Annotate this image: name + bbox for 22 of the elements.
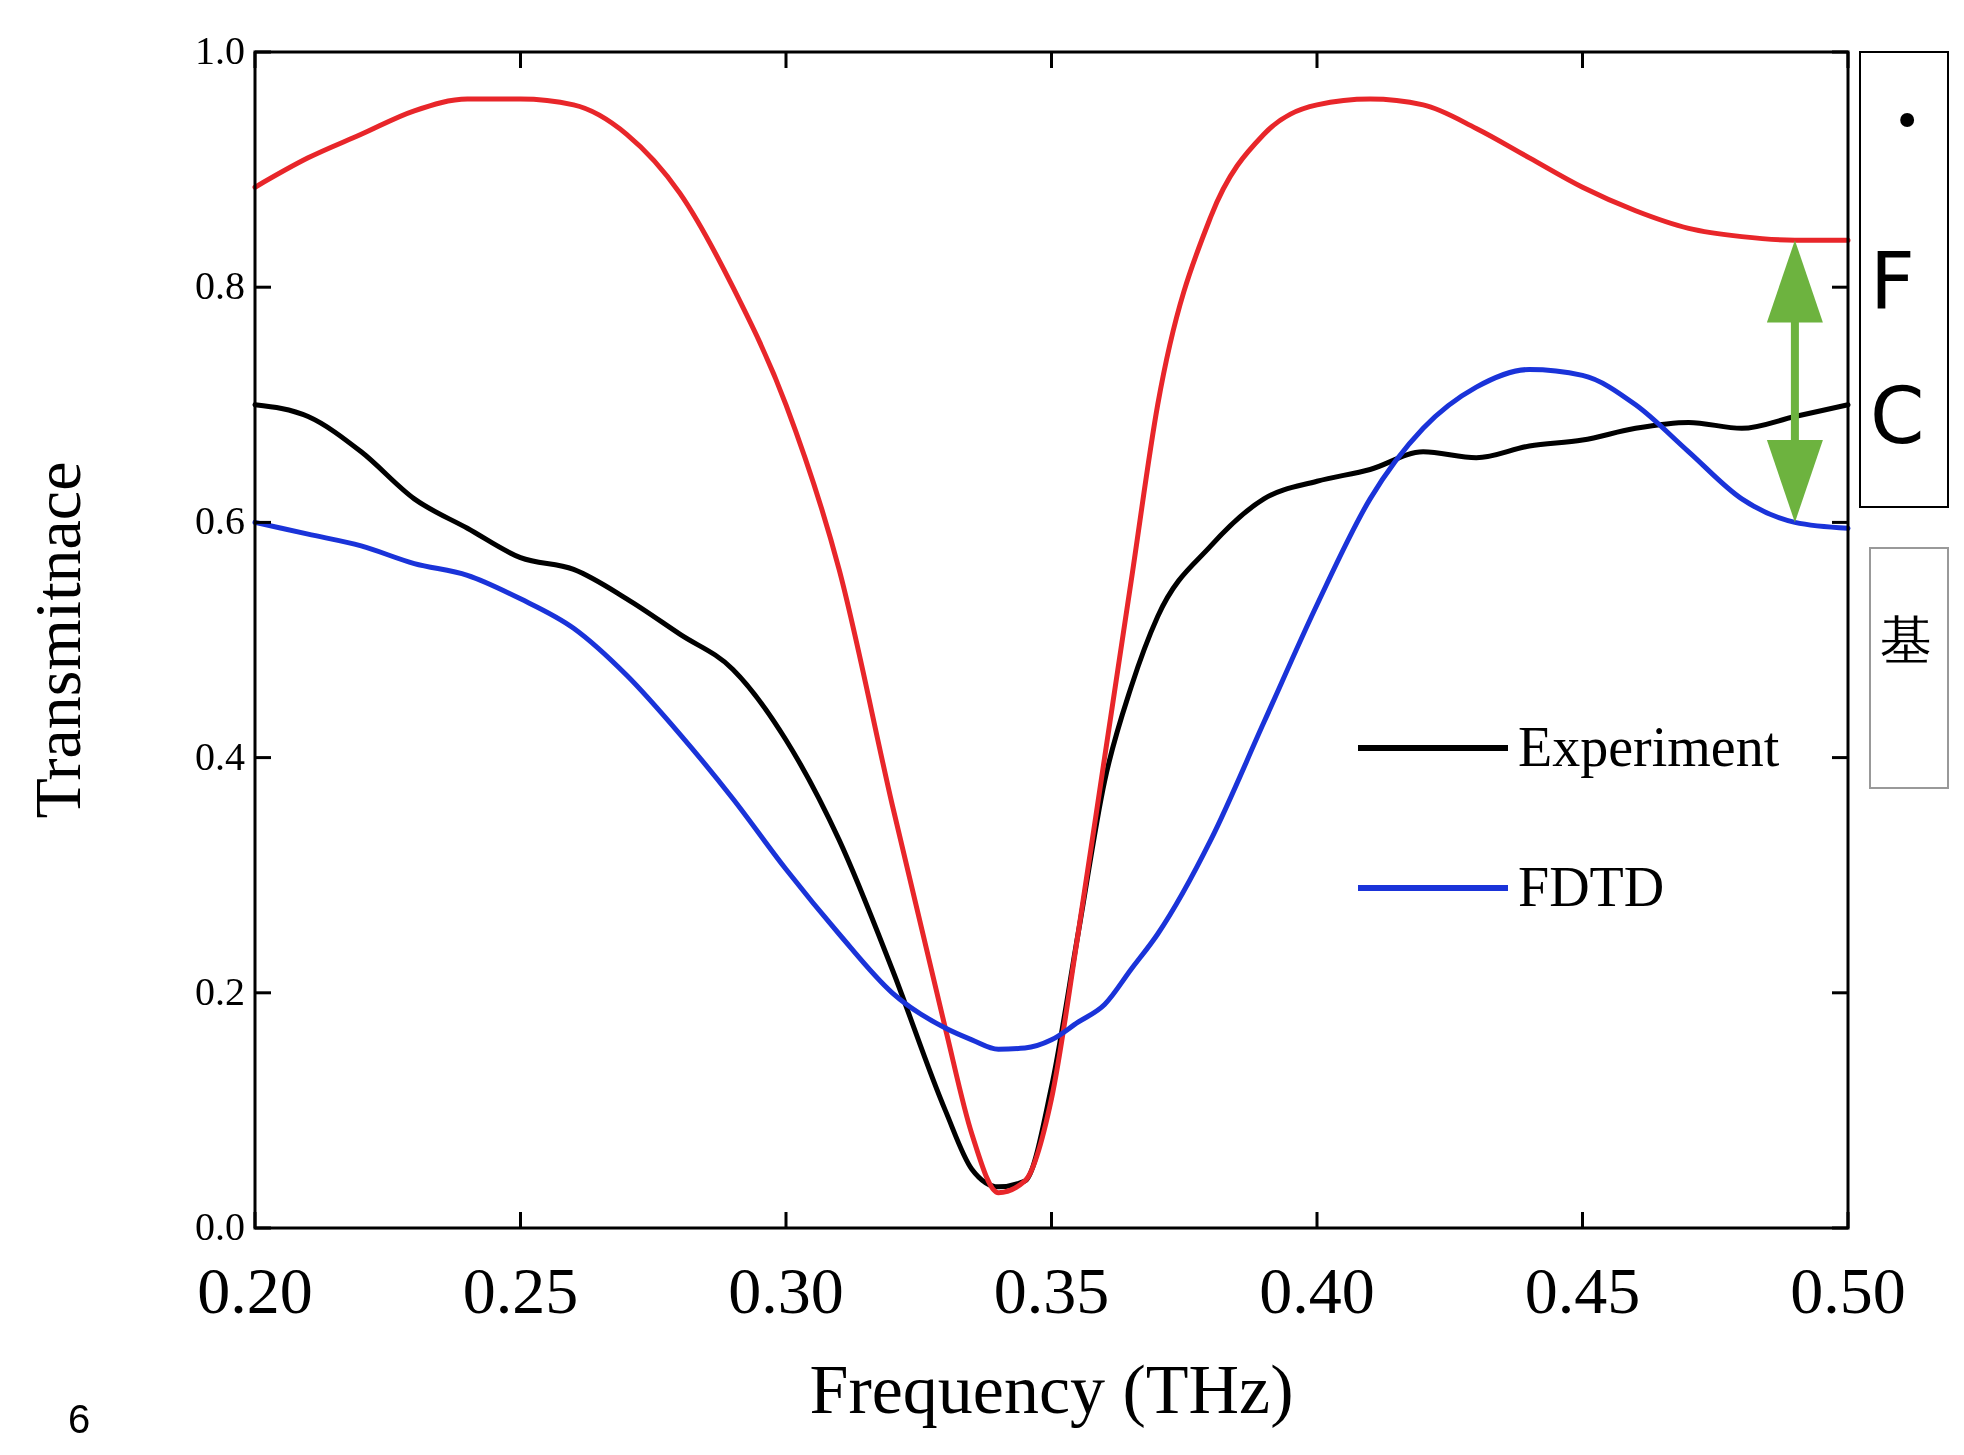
y-tick-label: 1.0 (195, 28, 245, 73)
x-tick-label: 0.30 (728, 1254, 844, 1327)
x-tick-label: 0.20 (197, 1254, 313, 1327)
x-tick-label: 0.40 (1259, 1254, 1375, 1327)
legend-label: FDTD (1518, 856, 1665, 918)
y-tick-label: 0.4 (195, 733, 245, 779)
text: F (1870, 236, 1915, 326)
x-tick-label: 0.45 (1524, 1254, 1641, 1327)
text: • (1893, 93, 1922, 149)
y-axis-title: Transmitnace (21, 461, 94, 819)
x-axis-title: Frequency (THz) (809, 1351, 1294, 1428)
text: C (1870, 371, 1925, 461)
legend-label: Experiment (1518, 716, 1780, 778)
text: 6 (68, 1397, 91, 1441)
y-tick-label: 0.8 (195, 263, 245, 309)
text: 基 (1880, 610, 1932, 670)
y-tick-label: 0.2 (195, 968, 245, 1014)
y-tick-label: 0.0 (195, 1204, 245, 1249)
x-tick-label: 0.50 (1790, 1254, 1906, 1327)
y-tick-label: 0.6 (195, 498, 245, 544)
x-tick-label: 0.25 (462, 1254, 579, 1327)
x-tick-label: 0.35 (993, 1254, 1110, 1327)
